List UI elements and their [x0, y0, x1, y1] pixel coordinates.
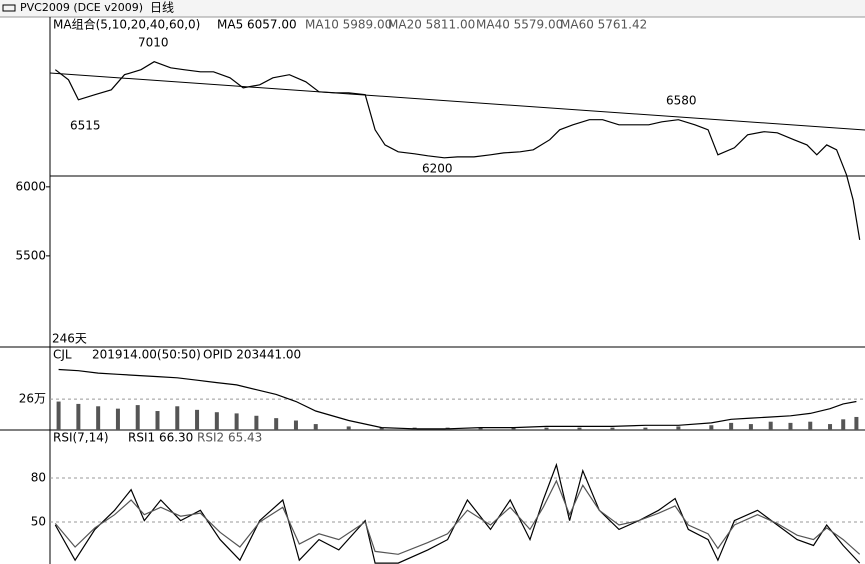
volume-bar [577, 427, 582, 430]
volume-bar [828, 424, 833, 430]
volume-bar [346, 426, 351, 430]
volume-bar [214, 412, 219, 430]
volume-bar [643, 427, 648, 430]
volume-bar [841, 419, 846, 430]
y-tick-label: 26万 [19, 392, 46, 406]
volume-bar [254, 415, 259, 430]
annotation: 6580 [666, 94, 697, 108]
legend: MA10 5989.00 [305, 18, 392, 32]
indicator[interactable]: MA组合(5,10,20,40,60,0) [53, 17, 200, 32]
series-line [54, 61, 861, 240]
trend-line [49, 72, 865, 131]
volume-bar [511, 427, 516, 430]
volume-bar [313, 424, 318, 430]
volume-bar [379, 427, 384, 430]
symbol[interactable]: PVC2009 (DCE v2009) [20, 1, 143, 14]
volume-bar [56, 401, 61, 430]
volume-bar [709, 425, 714, 430]
legend: MA40 5579.00 [476, 18, 563, 32]
span: 246天 [52, 332, 87, 346]
period[interactable]: 日线 [150, 1, 174, 15]
legend: OPID 203441.00 [203, 348, 301, 362]
volume-bar [729, 422, 734, 430]
legend: RSI1 66.30 [128, 431, 193, 445]
annotation: 7010 [138, 36, 169, 50]
volume-bar [96, 406, 101, 430]
volume-bar [274, 418, 279, 430]
volume-bar [195, 409, 200, 430]
y-tick-label: 80 [31, 470, 46, 484]
y-tick-label: 5500 [15, 248, 46, 262]
volume-bar [788, 422, 793, 430]
legend: 201914.00(50:50) [92, 348, 201, 362]
legend: RSI2 65.43 [197, 431, 262, 445]
indicator[interactable]: RSI(7,14) [53, 431, 109, 445]
y-tick-label: 6000 [15, 179, 46, 193]
annotation: 6200 [422, 162, 453, 176]
legend: MA60 5761.42 [560, 18, 647, 32]
series-line [58, 368, 857, 430]
volume-bar [676, 426, 681, 430]
annotation: 6515 [70, 119, 101, 133]
volume-bar [155, 411, 160, 430]
legend: MA5 6057.00 [217, 18, 297, 32]
symbol-icon [2, 4, 16, 12]
volume-bar [293, 420, 298, 430]
volume-bar [748, 424, 753, 430]
volume-bar [854, 416, 859, 430]
volume-bar [115, 408, 120, 430]
volume-bar [610, 427, 615, 430]
series-line [54, 479, 861, 555]
indicator[interactable]: CJL [53, 348, 72, 362]
volume-bar [175, 406, 180, 430]
legend: MA20 5811.00 [388, 18, 475, 32]
volume-bar [76, 403, 81, 430]
volume-bar [478, 427, 483, 430]
toolbar [0, 0, 865, 17]
y-tick-label: 50 [31, 515, 46, 529]
volume-bar [544, 427, 549, 430]
volume-bar [808, 421, 813, 430]
volume-bar [135, 405, 140, 430]
volume-bar [768, 421, 773, 430]
volume-bar [234, 413, 239, 430]
